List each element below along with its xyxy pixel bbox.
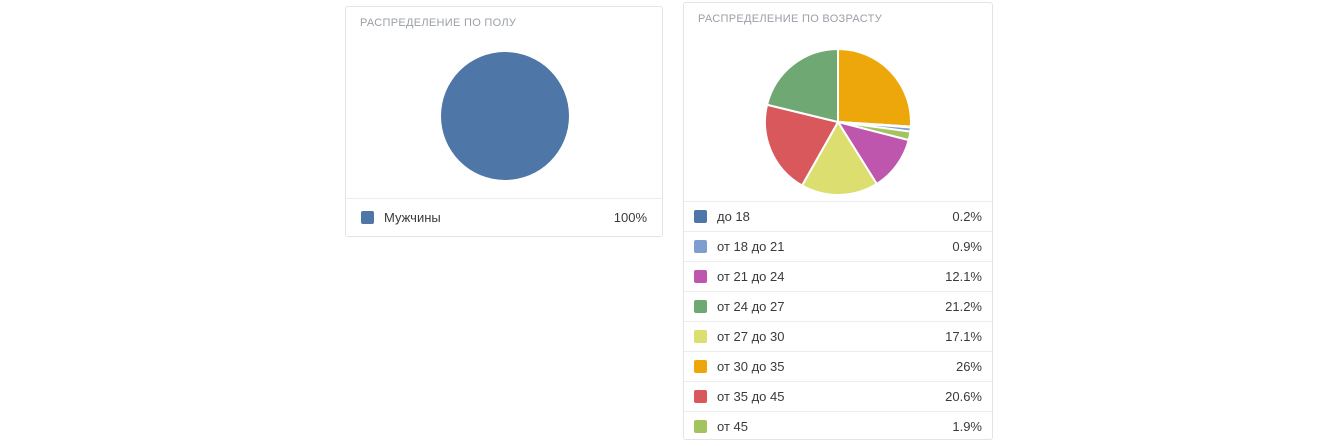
gender-pie-chart[interactable] <box>346 37 664 195</box>
legend-value: 26% <box>955 359 982 374</box>
legend-left: от 18 до 21 <box>694 239 784 254</box>
gender-card-title: РАСПРЕДЕЛЕНИЕ ПО ПОЛУ <box>360 17 517 29</box>
legend-label: от 18 до 21 <box>717 239 785 254</box>
legend-label: от 45 <box>717 419 748 434</box>
legend-row: от 27 до 30 17.1% <box>684 321 992 351</box>
age-legend: до 18 0.2% от 18 до 21 0.9% от 21 до 24 12.1%… <box>684 201 992 441</box>
legend-left: от 21 до 24 <box>694 269 784 284</box>
legend-value: 100% <box>613 210 647 225</box>
legend-left: до 18 <box>694 209 750 224</box>
legend-swatch <box>694 420 707 433</box>
legend-label: от 24 до 27 <box>717 299 785 314</box>
gender-distribution-card: РАСПРЕДЕЛЕНИЕ ПО ПОЛУ Мужчины 100% <box>345 6 663 237</box>
legend-value: 0.9% <box>952 239 982 254</box>
legend-value: 0.2% <box>952 209 982 224</box>
legend-left: от 27 до 30 <box>694 329 784 344</box>
legend-value: 12.1% <box>945 269 982 284</box>
legend-swatch <box>694 330 707 343</box>
pie-slice[interactable] <box>441 52 569 180</box>
legend-row: от 30 до 35 26% <box>684 351 992 381</box>
legend-row: от 18 до 21 0.9% <box>684 231 992 261</box>
legend-left: от 30 до 35 <box>694 359 784 374</box>
age-distribution-card: РАСПРЕДЕЛЕНИЕ ПО ВОЗРАСТУ до 18 0.2% от 18… <box>683 2 993 440</box>
legend-value: 1.9% <box>952 419 982 434</box>
legend-left: Мужчины <box>361 210 441 225</box>
legend-value: 20.6% <box>945 389 982 404</box>
legend-left: от 45 <box>694 419 748 434</box>
pie-slice[interactable] <box>837 47 912 128</box>
legend-swatch <box>694 390 707 403</box>
pie-slice[interactable] <box>800 120 879 196</box>
pie-slice[interactable] <box>764 103 840 187</box>
legend-row: от 35 до 45 20.6% <box>684 381 992 411</box>
legend-label: Мужчины <box>384 210 441 225</box>
legend-label: до 18 <box>717 209 750 224</box>
legend-value: 21.2% <box>945 299 982 314</box>
legend-row: от 24 до 27 21.2% <box>684 291 992 321</box>
legend-left: от 35 до 45 <box>694 389 784 404</box>
legend-label: от 30 до 35 <box>717 359 785 374</box>
legend-label: от 21 до 24 <box>717 269 785 284</box>
age-pie-chart[interactable] <box>684 33 994 201</box>
legend-label: от 27 до 30 <box>717 329 785 344</box>
legend-left: от 24 до 27 <box>694 299 784 314</box>
legend-swatch <box>694 270 707 283</box>
legend-row: до 18 0.2% <box>684 201 992 231</box>
legend-swatch <box>361 211 374 224</box>
legend-swatch <box>694 240 707 253</box>
legend-row: от 45 1.9% <box>684 411 992 441</box>
age-card-title: РАСПРЕДЕЛЕНИЕ ПО ВОЗРАСТУ <box>698 13 882 25</box>
gender-legend: Мужчины 100% <box>346 198 662 236</box>
pie-slice[interactable] <box>765 47 839 124</box>
legend-value: 17.1% <box>945 329 982 344</box>
legend-row: Мужчины 100% <box>346 198 662 236</box>
legend-swatch <box>694 210 707 223</box>
legend-label: от 35 до 45 <box>717 389 785 404</box>
legend-swatch <box>694 360 707 373</box>
legend-row: от 21 до 24 12.1% <box>684 261 992 291</box>
legend-swatch <box>694 300 707 313</box>
